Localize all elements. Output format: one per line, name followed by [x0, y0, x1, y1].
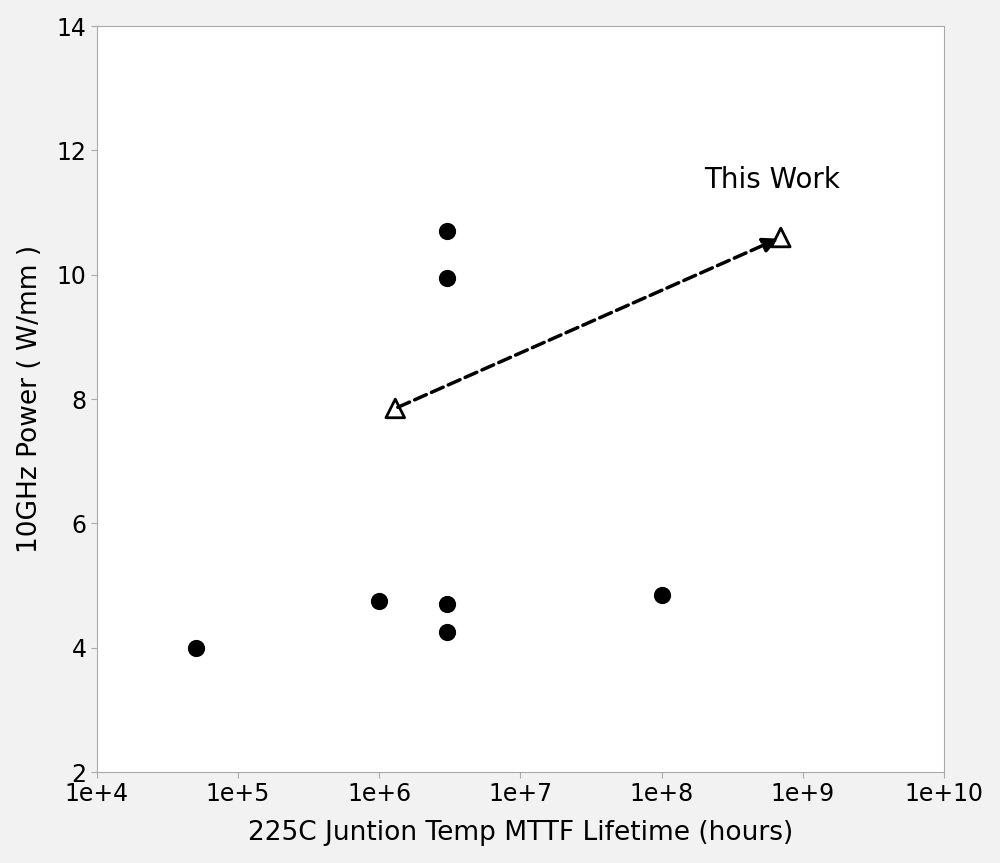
Point [371, 595, 387, 608]
Point [654, 588, 670, 602]
Point [188, 641, 204, 655]
Point [439, 626, 455, 639]
Y-axis label: 10GHz Power ( W/mm ): 10GHz Power ( W/mm ) [17, 245, 43, 553]
Text: This Work: This Work [704, 166, 840, 194]
Point [439, 271, 455, 285]
Point [439, 597, 455, 611]
Point [439, 224, 455, 238]
X-axis label: 225C Juntion Temp MTTF Lifetime (hours): 225C Juntion Temp MTTF Lifetime (hours) [248, 821, 793, 847]
Point [387, 401, 403, 415]
Point [773, 230, 789, 244]
